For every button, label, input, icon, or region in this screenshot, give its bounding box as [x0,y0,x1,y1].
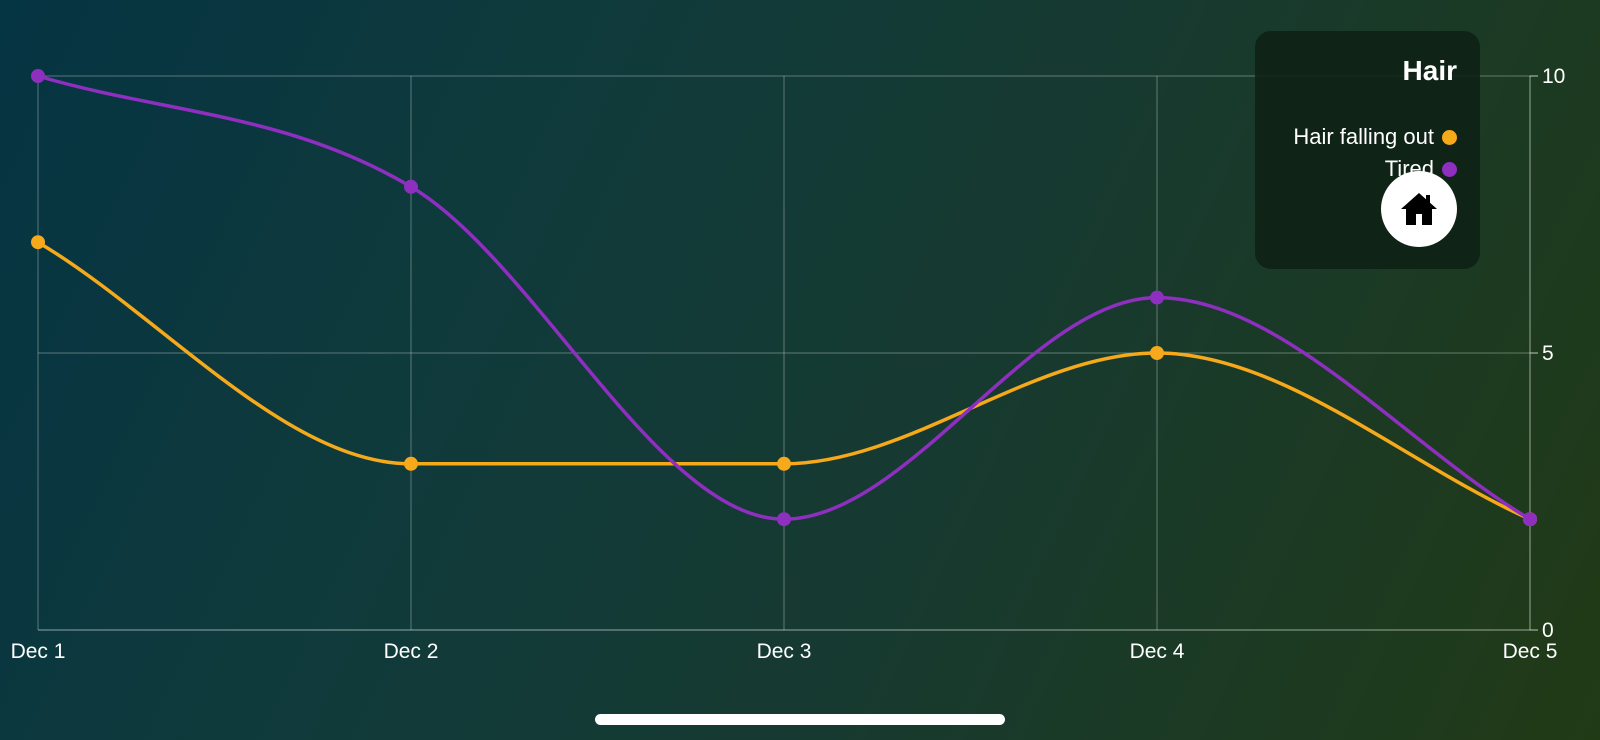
home-indicator-bar[interactable] [595,714,1005,725]
y-tick-label: 5 [1542,342,1554,365]
data-point-0 [31,235,45,250]
data-point-0 [1150,346,1164,360]
house-icon [1401,193,1437,225]
legend-entry-hair-falling-out: Hair falling out [1293,124,1457,150]
data-point-0 [404,456,418,471]
home-button[interactable] [1381,171,1457,247]
x-tick-label: Dec 3 [757,640,812,663]
x-tick-label: Dec 4 [1130,640,1185,663]
x-tick-label: Dec 1 [11,640,66,663]
data-point-0 [777,456,791,471]
chart-title: Hair [1402,55,1457,86]
axes [37,75,1538,631]
y-tick-label: 0 [1542,619,1554,642]
tick-labels: 0 5 10 Dec 1 Dec 2 Dec 3 Dec 4 Dec 5 [11,65,1566,663]
data-point-1 [777,512,791,527]
legend-card: Hair Hair falling out Tired [1255,31,1480,269]
legend-swatch [1442,161,1457,177]
x-tick-label: Dec 2 [384,640,439,663]
data-point-1 [1150,290,1164,305]
y-tick-label: 10 [1542,65,1565,88]
data-point-1 [404,179,418,194]
data-point-1 [31,69,45,83]
data-point-1 [1523,512,1537,527]
x-tick-label: Dec 5 [1503,640,1558,663]
series [31,69,1537,527]
legend-swatch [1442,129,1457,145]
legend-label: Hair falling out [1293,124,1434,149]
